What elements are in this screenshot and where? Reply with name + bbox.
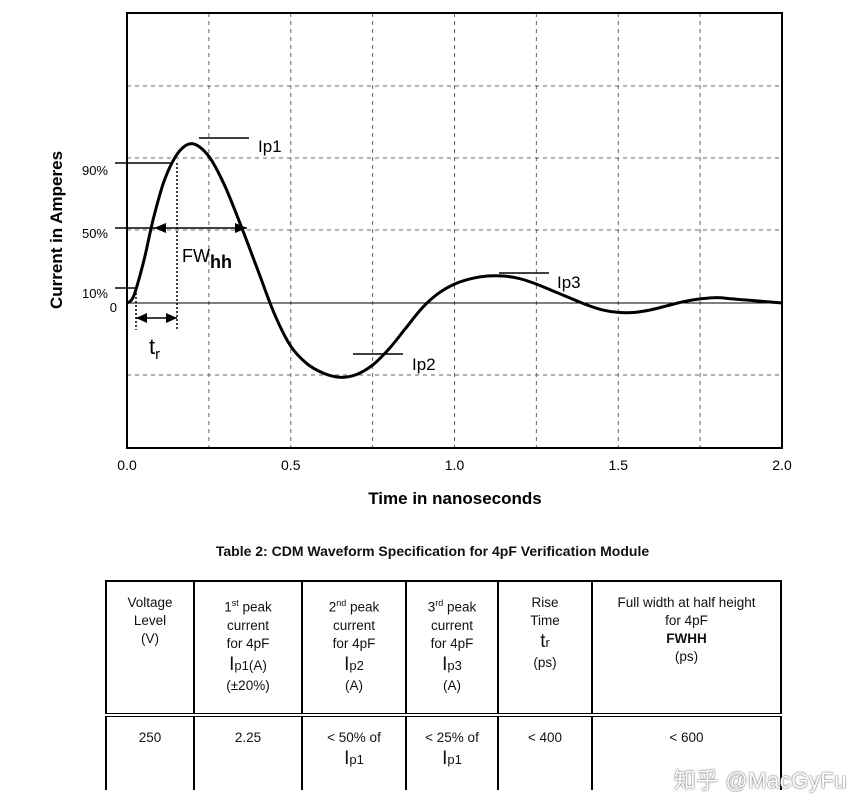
- fwhh-label: FWhh: [182, 246, 232, 272]
- fwhh-arrow-left: [154, 223, 166, 233]
- x-tick-label: 1.5: [609, 457, 629, 473]
- cell-voltage: 250: [105, 713, 195, 790]
- spec-table: Voltage Level (V) 1st peak current for 4…: [105, 580, 782, 790]
- cell-ip3: < 25% of Ip1: [405, 713, 499, 790]
- table-header-row: Voltage Level (V) 1st peak current for 4…: [105, 580, 782, 716]
- x-tick-label: 0.0: [117, 457, 137, 473]
- cdm-waveform-chart: 0.0 0.5 1.0 1.5 2.0 Current in Amperes Time …: [47, 12, 792, 508]
- table-title: Table 2: CDM Waveform Specification for …: [215, 543, 650, 559]
- tr-arrow-right: [166, 313, 177, 323]
- cell-rise-time: < 400: [497, 713, 593, 790]
- plot-frame: [126, 12, 783, 449]
- header-ip2: 2nd peak current for 4pF Ip2 (A): [301, 580, 407, 716]
- table-row: 250 2.25 < 50% of Ip1 < 25% of Ip1 < 400…: [105, 713, 782, 790]
- header-voltage: Voltage Level (V): [105, 580, 195, 716]
- marker-10-label: 10%: [82, 286, 108, 301]
- header-ip3: 3rd peak current for 4pF Ip3 (A): [405, 580, 499, 716]
- y-axis-label: Current in Amperes: [47, 151, 66, 309]
- ip3-label: Ip3: [557, 273, 581, 292]
- cell-ip2: < 50% of Ip1: [301, 713, 407, 790]
- x-tick-labels: 0.0 0.5 1.0 1.5 2.0: [117, 457, 792, 473]
- tr-arrow-left: [136, 313, 147, 323]
- header-ip1: 1st peak current for 4pF Ip1(A) (±20%): [193, 580, 303, 716]
- ip2-label: Ip2: [412, 355, 436, 374]
- ip1-label: Ip1: [258, 137, 282, 156]
- waveform-series-line: [125, 142, 783, 379]
- header-fwhh: Full width at half height for 4pF FWHH (…: [591, 580, 782, 716]
- header-rise-time: Rise Time tr (ps): [497, 580, 593, 716]
- watermark: 知乎 @MacGyFu: [673, 768, 847, 793]
- x-tick-label: 0.5: [281, 457, 301, 473]
- marker-0-label: 0: [110, 300, 117, 315]
- fwhh-arrow-right: [235, 223, 247, 233]
- marker-50-label: 50%: [82, 226, 108, 241]
- x-axis-label: Time in nanoseconds: [368, 489, 542, 508]
- x-tick-label: 1.0: [445, 457, 465, 473]
- x-tick-label: 2.0: [772, 457, 792, 473]
- cell-fwhh: < 600: [591, 713, 782, 790]
- marker-90-label: 90%: [82, 163, 108, 178]
- cell-ip1: 2.25: [193, 713, 303, 790]
- chart-grid: [127, 13, 782, 448]
- tr-label: tr: [149, 334, 160, 363]
